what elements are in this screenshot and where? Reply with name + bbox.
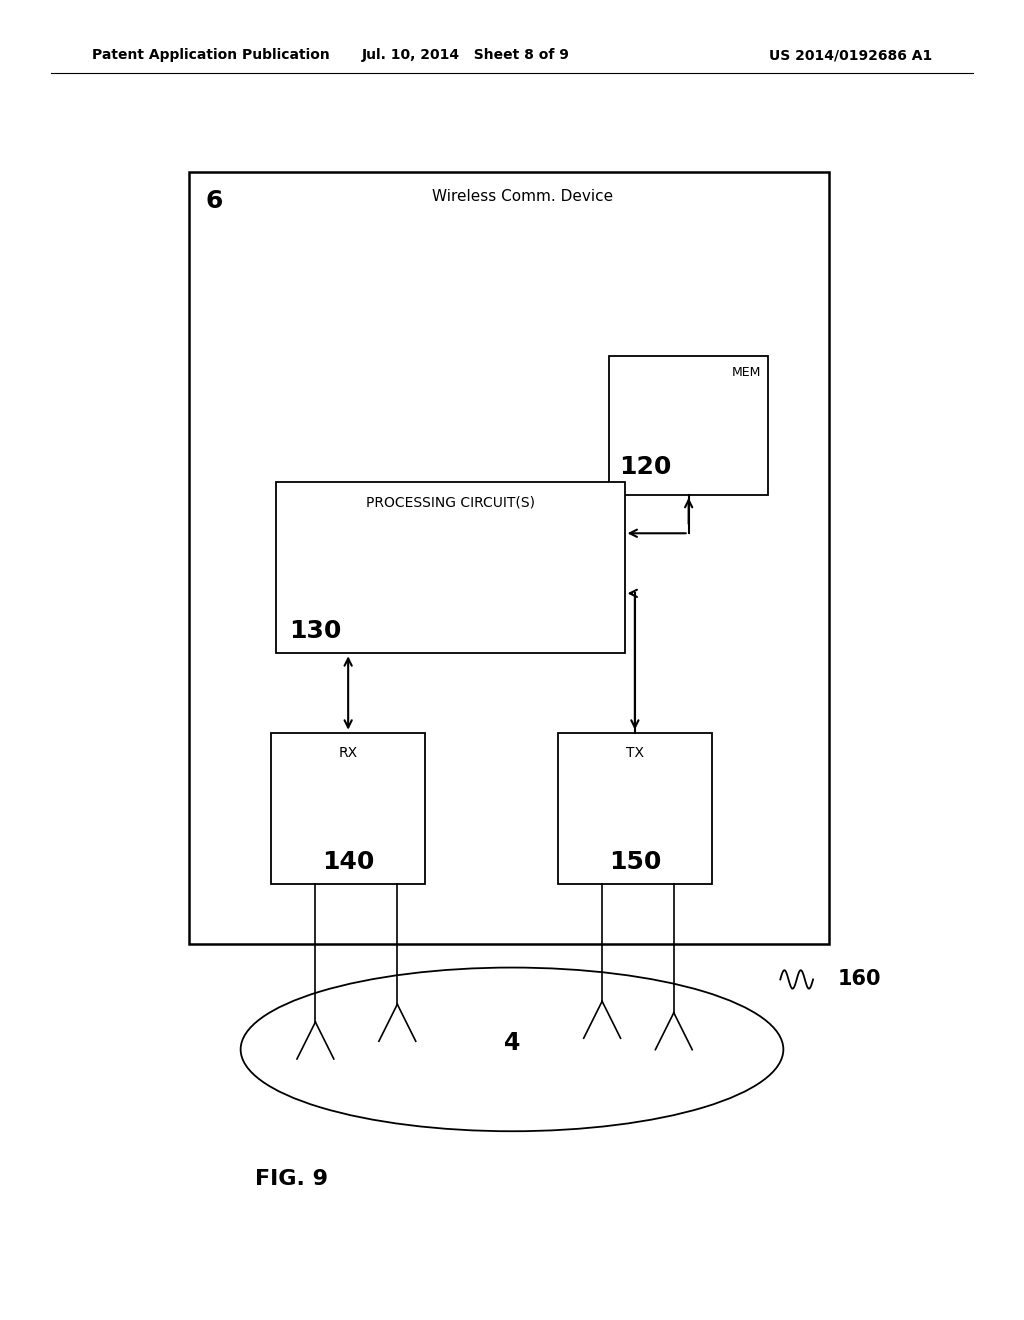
Text: Jul. 10, 2014   Sheet 8 of 9: Jul. 10, 2014 Sheet 8 of 9 xyxy=(361,49,570,62)
Bar xyxy=(558,733,712,884)
Bar xyxy=(609,356,768,495)
Bar xyxy=(189,172,829,944)
Text: TX: TX xyxy=(626,746,644,760)
Text: MEM: MEM xyxy=(731,366,761,379)
Text: 4: 4 xyxy=(504,1031,520,1055)
Text: RX: RX xyxy=(339,746,357,760)
Text: Patent Application Publication: Patent Application Publication xyxy=(92,49,330,62)
Text: US 2014/0192686 A1: US 2014/0192686 A1 xyxy=(769,49,932,62)
Ellipse shape xyxy=(241,968,783,1131)
Bar xyxy=(276,482,625,653)
Text: FIG. 9: FIG. 9 xyxy=(255,1168,329,1189)
Text: PROCESSING CIRCUIT(S): PROCESSING CIRCUIT(S) xyxy=(366,495,536,510)
Text: 140: 140 xyxy=(322,850,375,874)
Text: 120: 120 xyxy=(620,455,672,479)
Text: 6: 6 xyxy=(206,189,223,213)
Bar xyxy=(271,733,425,884)
Text: Wireless Comm. Device: Wireless Comm. Device xyxy=(432,189,612,203)
Text: 150: 150 xyxy=(608,850,662,874)
Text: 130: 130 xyxy=(289,619,341,643)
Text: 160: 160 xyxy=(838,969,881,990)
